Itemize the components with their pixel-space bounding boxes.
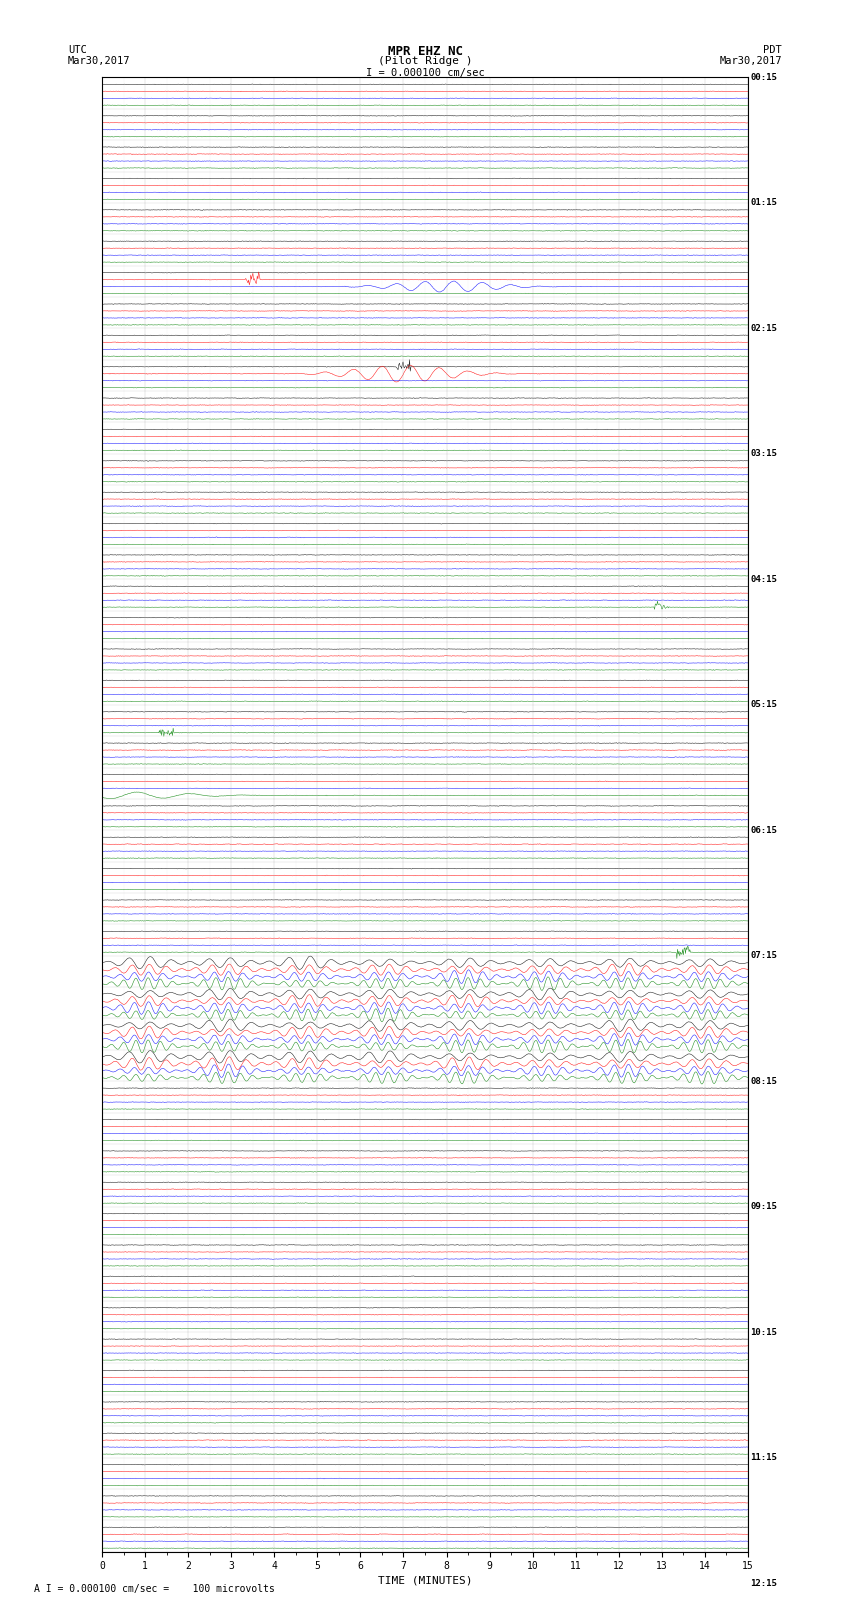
Text: 02:15: 02:15 — [751, 324, 777, 332]
Text: A I = 0.000100 cm/sec =    100 microvolts: A I = 0.000100 cm/sec = 100 microvolts — [34, 1584, 275, 1594]
Text: 00:15: 00:15 — [751, 73, 777, 82]
Text: PDT: PDT — [763, 45, 782, 55]
X-axis label: TIME (MINUTES): TIME (MINUTES) — [377, 1576, 473, 1586]
Text: Mar30,2017: Mar30,2017 — [68, 56, 131, 66]
Text: UTC: UTC — [68, 45, 87, 55]
Text: 09:15: 09:15 — [751, 1202, 777, 1211]
Text: Mar30,2017: Mar30,2017 — [719, 56, 782, 66]
Text: 07:15: 07:15 — [751, 952, 777, 960]
Text: 11:15: 11:15 — [751, 1453, 777, 1461]
Text: MPR EHZ NC: MPR EHZ NC — [388, 45, 462, 58]
Text: 08:15: 08:15 — [751, 1077, 777, 1086]
Text: (Pilot Ridge ): (Pilot Ridge ) — [377, 56, 473, 66]
Text: 05:15: 05:15 — [751, 700, 777, 710]
Text: 10:15: 10:15 — [751, 1327, 777, 1337]
Text: 06:15: 06:15 — [751, 826, 777, 836]
Text: 04:15: 04:15 — [751, 574, 777, 584]
Text: 03:15: 03:15 — [751, 450, 777, 458]
Text: 12:15: 12:15 — [751, 1579, 777, 1587]
Text: I = 0.000100 cm/sec: I = 0.000100 cm/sec — [366, 68, 484, 77]
Text: 01:15: 01:15 — [751, 198, 777, 208]
